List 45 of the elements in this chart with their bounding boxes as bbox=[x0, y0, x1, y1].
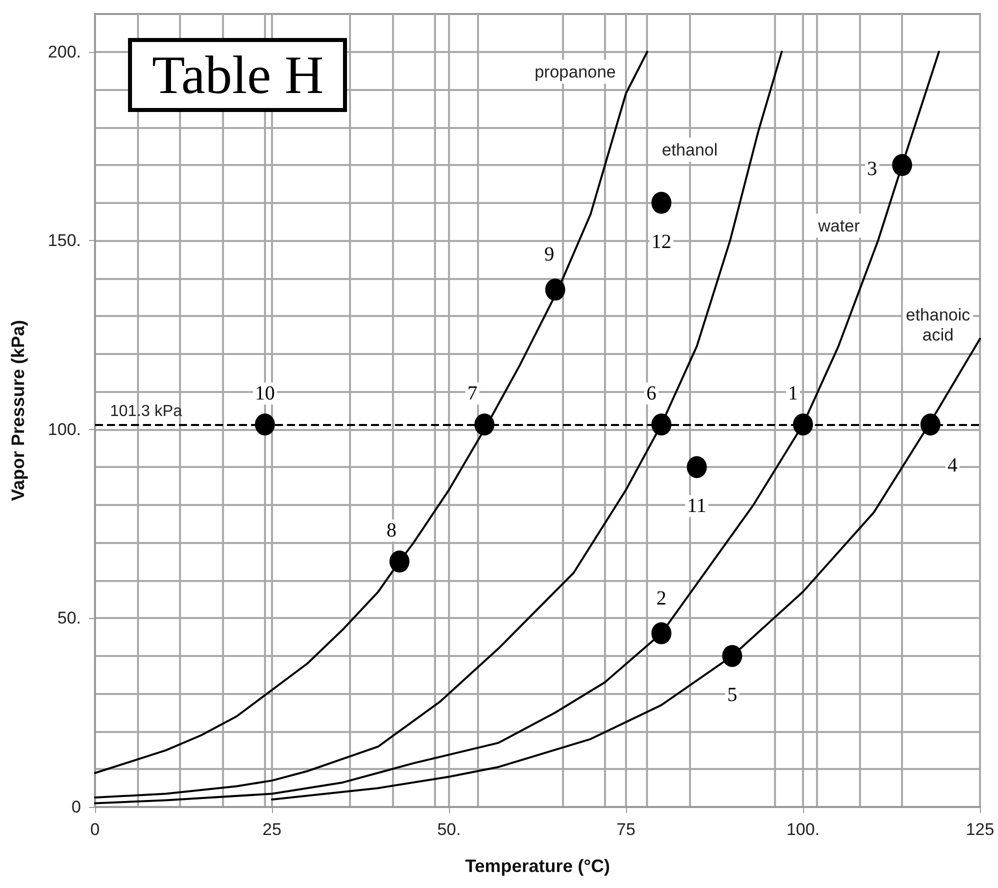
y-tick-label: 150. bbox=[48, 231, 81, 250]
point bbox=[545, 278, 566, 301]
series-label: 1 bbox=[788, 382, 798, 404]
x-tick-label: 0 bbox=[90, 820, 100, 839]
point bbox=[651, 192, 672, 214]
point bbox=[651, 622, 672, 644]
series-label: ethanoic acid bbox=[906, 305, 971, 344]
series-label: 8 bbox=[386, 520, 396, 542]
series-label: 9 bbox=[544, 244, 554, 266]
series-label: water bbox=[817, 216, 860, 236]
series-label: 6 bbox=[646, 382, 656, 404]
y-tick-label: 0 bbox=[72, 798, 81, 816]
point bbox=[892, 154, 912, 176]
series-label: 3 bbox=[867, 158, 878, 180]
point bbox=[474, 413, 494, 436]
y-axis-title: Vapor Pressure (kPa) bbox=[8, 320, 28, 502]
ref-line-label: 101.3 kPa bbox=[110, 402, 182, 420]
line-series bbox=[94, 50, 783, 799]
x-tick-label: 125 bbox=[966, 820, 994, 839]
point bbox=[686, 456, 707, 478]
series-label: 12 bbox=[651, 230, 672, 253]
series-label: 2 bbox=[656, 587, 666, 610]
x-tick-label: 50. bbox=[437, 820, 461, 839]
point bbox=[651, 413, 672, 436]
point bbox=[722, 644, 742, 667]
y-tick-label: 50. bbox=[57, 608, 81, 628]
x-tick-label: 75 bbox=[616, 820, 636, 839]
line-series bbox=[94, 50, 648, 774]
series-label: 11 bbox=[687, 495, 706, 518]
point bbox=[254, 413, 275, 436]
point bbox=[389, 550, 410, 573]
series-label: 10 bbox=[254, 382, 275, 404]
point bbox=[920, 413, 940, 436]
y-tick-label: 200. bbox=[48, 42, 81, 62]
series-label: 5 bbox=[727, 684, 738, 706]
series-label: ethanol bbox=[662, 140, 718, 160]
series-label: propanone bbox=[534, 62, 616, 82]
x-tick-label: 100. bbox=[786, 820, 820, 839]
text: Table H bbox=[152, 45, 324, 105]
point bbox=[793, 413, 813, 436]
series-label: 4 bbox=[947, 454, 958, 476]
series-label: 7 bbox=[467, 382, 478, 404]
y-tick-label: 100. bbox=[48, 420, 81, 439]
x-tick-label: 25 bbox=[262, 820, 282, 839]
x-axis-title: Temperature (°C) bbox=[465, 856, 610, 876]
